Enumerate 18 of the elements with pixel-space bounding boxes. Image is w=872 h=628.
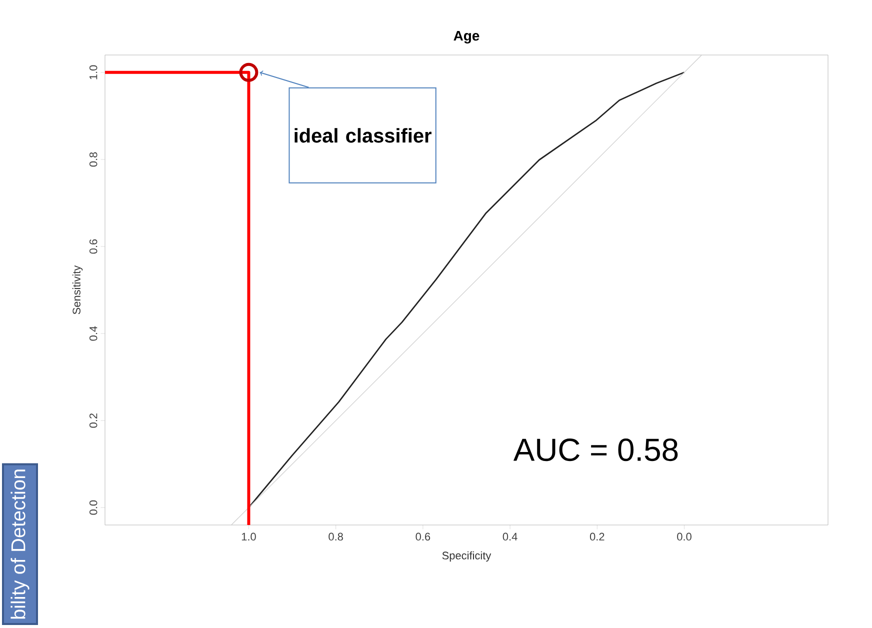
x-tick-label: 1.0 [242,532,256,541]
y-tick-label: 0.2 [89,413,98,428]
y-tick-label: 1.0 [89,65,98,80]
annotation: ideal classifier [294,128,432,143]
chart-title: Age [454,30,480,44]
x-axis-title: Specificity [442,551,492,562]
text: bility of Detection [10,470,30,619]
x-tick-label: 0.0 [677,532,692,541]
x-tick-label: 0.2 [590,532,604,541]
y-tick-label: 0.6 [89,239,98,254]
y-tick-label: 0.4 [89,326,98,341]
annotation: AUC = 0.58 [513,438,678,462]
x-tick-label: 0.4 [502,532,518,541]
x-tick-label: 0.6 [416,532,430,541]
y-tick-label: 0.0 [89,500,98,515]
y-axis-title: Sensitivity [72,265,83,314]
y-tick-label: 0.8 [89,152,98,167]
x-tick-label: 0.8 [328,532,343,541]
